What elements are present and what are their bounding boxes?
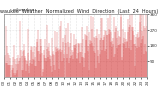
Title: Milwaukee  Weather  Normalized  Wind  Direction  (Last  24  Hours): Milwaukee Weather Normalized Wind Direct… <box>0 9 158 14</box>
Text: milwaukee: milwaukee <box>13 8 35 12</box>
